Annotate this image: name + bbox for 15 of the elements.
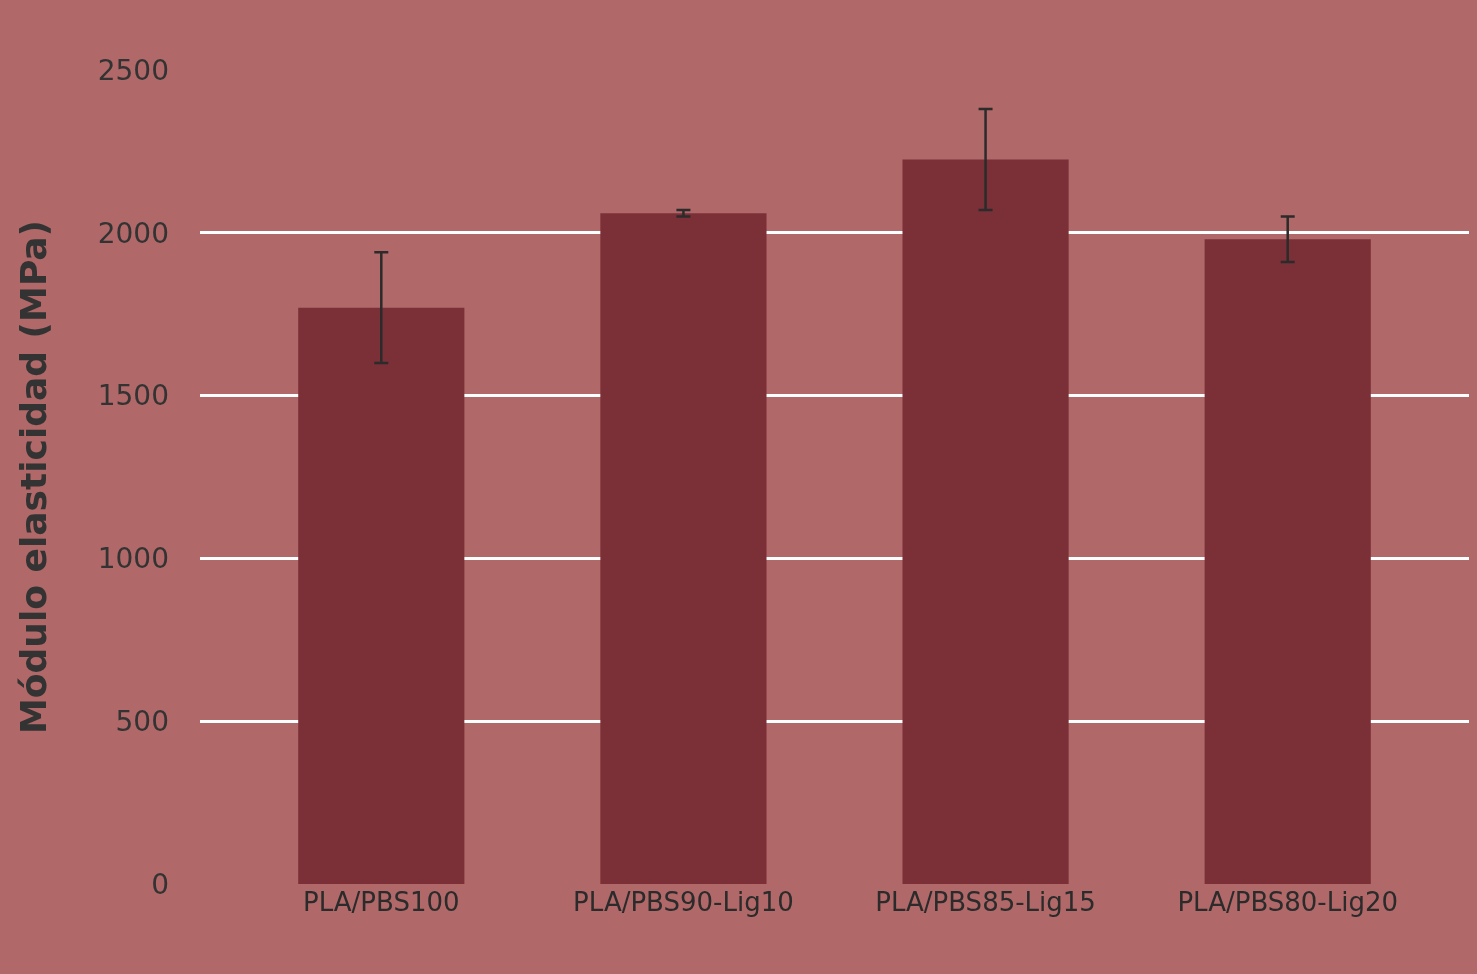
x-tick-label: PLA/PBS80-Lig20 (1177, 887, 1399, 917)
x-tick-label: PLA/PBS100 (303, 887, 460, 917)
bar (298, 307, 465, 884)
x-tick-label: PLA/PBS85-Lig15 (875, 887, 1096, 917)
y-axis-title: Módulo elasticidad (MPa) (12, 219, 54, 735)
y-tick-label: 0 (151, 867, 169, 901)
y-tick-label: 1000 (97, 542, 169, 576)
bar (600, 213, 767, 884)
bar (1204, 239, 1371, 884)
y-tick-label: 500 (115, 705, 169, 738)
y-tick-label: 2000 (97, 216, 169, 250)
bar (902, 159, 1069, 884)
y-tick-label: 2500 (97, 53, 169, 87)
x-tick-label: PLA/PBS90-Lig10 (573, 887, 794, 917)
y-tick-label: 1500 (97, 379, 169, 413)
